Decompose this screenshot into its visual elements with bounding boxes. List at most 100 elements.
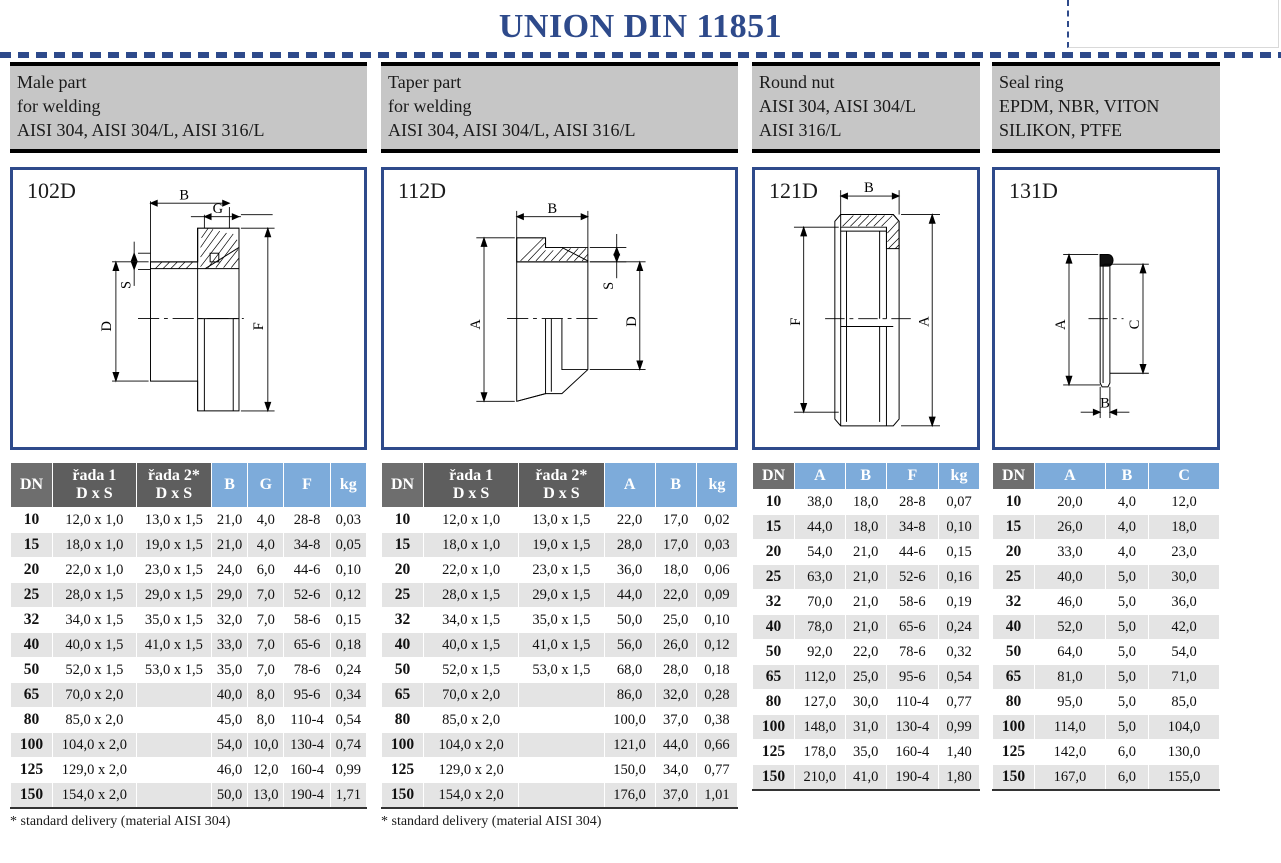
col-header-dn: DN bbox=[992, 462, 1035, 491]
cell-value: 44,0 bbox=[603, 582, 656, 609]
cell-value: 18,0 x 1,0 bbox=[52, 532, 137, 559]
cell-value: 148,0 bbox=[794, 714, 846, 741]
technical-drawing-seal-ring: A C B bbox=[1053, 253, 1149, 419]
spec-band-male-part: Male part for welding AISI 304, AISI 304… bbox=[10, 62, 367, 154]
table-header-row: DN A B F kg bbox=[752, 462, 980, 491]
table-row: 65 70,0 x 2,0 40,0 8,0 95-6 0,34 bbox=[10, 682, 368, 709]
cell-value: 37,0 bbox=[654, 707, 697, 734]
cell-value: 129,0 x 2,0 bbox=[52, 757, 137, 784]
page-title: UNION DIN 11851 bbox=[498, 8, 783, 45]
cell-dn: 32 bbox=[752, 589, 795, 616]
table-row: 40 78,0 21,0 65-6 0,24 bbox=[752, 614, 980, 641]
col-header-line2: D x S bbox=[76, 485, 113, 503]
table-row: 10 12,0 x 1,0 13,0 x 1,5 21,0 4,0 28-8 0,03 bbox=[10, 507, 368, 534]
cell-value: 104,0 x 2,0 bbox=[422, 732, 520, 759]
cell-value: 17,0 bbox=[654, 532, 697, 559]
dimension-label-b: B bbox=[1100, 396, 1110, 412]
cell-value: 19,0 x 1,5 bbox=[518, 532, 605, 559]
cell-value: 35,0 x 1,5 bbox=[135, 607, 212, 634]
table-row: 80 95,0 5,0 85,0 bbox=[992, 689, 1220, 716]
cell-value: 41,0 bbox=[844, 764, 887, 792]
corner-logo-box bbox=[1067, 0, 1279, 48]
cell-value: 0,54 bbox=[329, 707, 368, 734]
dimension-label-d: D bbox=[624, 317, 640, 327]
cell-value: 28-8 bbox=[885, 489, 940, 516]
dimension-label-a: A bbox=[468, 319, 484, 330]
cell-value: 0,24 bbox=[329, 657, 368, 684]
drawing-code-label: 102D bbox=[27, 178, 76, 204]
spec-line: AISI 304, AISI 304/L, AISI 316/L bbox=[388, 119, 636, 140]
cell-value: 35,0 bbox=[210, 657, 249, 684]
table-row: 32 34,0 x 1,5 35,0 x 1,5 32,0 7,0 58-6 0,15 bbox=[10, 607, 368, 634]
cell-value bbox=[518, 707, 605, 734]
cell-value: 65-6 bbox=[283, 632, 331, 659]
cell-value: 0,03 bbox=[329, 507, 368, 534]
dimension-label-a: A bbox=[916, 316, 932, 327]
cell-value: 18,0 x 1,0 bbox=[422, 532, 520, 559]
cell-value: 0,74 bbox=[329, 732, 368, 759]
cell-value: 24,0 bbox=[210, 557, 249, 584]
table-row: 20 22,0 x 1,0 23,0 x 1,5 36,0 18,0 0,06 bbox=[381, 557, 739, 584]
cell-value: 21,0 bbox=[844, 589, 887, 616]
table-row: 150 154,0 x 2,0 50,0 13,0 190-4 1,71 bbox=[10, 782, 368, 810]
col-header-f: F bbox=[885, 462, 940, 491]
cell-value: 41,0 x 1,5 bbox=[518, 632, 605, 659]
dimension-label-d: D bbox=[99, 321, 115, 331]
table-row: 50 92,0 22,0 78-6 0,32 bbox=[752, 639, 980, 666]
cell-value: 160-4 bbox=[885, 739, 940, 766]
cell-value: 0,02 bbox=[695, 507, 739, 534]
cell-value: 154,0 x 2,0 bbox=[52, 782, 137, 810]
dimension-label-b: B bbox=[864, 180, 874, 196]
table-row: 10 12,0 x 1,0 13,0 x 1,5 22,0 17,0 0,02 bbox=[381, 507, 739, 534]
col-header-dn: DN bbox=[752, 462, 795, 491]
drawing-box-131d: 131D bbox=[992, 167, 1220, 451]
spec-line: AISI 304, AISI 304/L bbox=[759, 95, 916, 116]
spec-line: EPDM, NBR, VITON bbox=[999, 95, 1160, 116]
col-header-line1: řada 1 bbox=[72, 467, 117, 485]
cell-value: 29,0 x 1,5 bbox=[518, 582, 605, 609]
cell-value: 0,12 bbox=[695, 632, 739, 659]
col-header-kg: kg bbox=[695, 462, 739, 509]
cell-dn: 15 bbox=[10, 532, 53, 559]
cell-value: 50,0 bbox=[603, 607, 656, 634]
cell-value: 0,28 bbox=[695, 682, 739, 709]
table-row: 100 148,0 31,0 130-4 0,99 bbox=[752, 714, 980, 741]
cell-value: 1,80 bbox=[938, 764, 980, 792]
cell-dn: 32 bbox=[10, 607, 53, 634]
col-header-b: B bbox=[844, 462, 887, 491]
technical-drawing-male-part: B G S D F bbox=[99, 188, 275, 413]
cell-dn: 32 bbox=[992, 589, 1035, 616]
cell-value bbox=[135, 732, 212, 759]
cell-value: 46,0 bbox=[210, 757, 249, 784]
col-header-b: B bbox=[1104, 462, 1150, 491]
cell-value: 32,0 bbox=[654, 682, 697, 709]
cell-value: 22,0 x 1,0 bbox=[422, 557, 520, 584]
cell-value: 18,0 bbox=[654, 557, 697, 584]
cell-value: 190-4 bbox=[885, 764, 940, 792]
cell-value: 52-6 bbox=[885, 564, 940, 591]
table-row: 40 40,0 x 1,5 41,0 x 1,5 33,0 7,0 65-6 0,18 bbox=[10, 632, 368, 659]
cell-value: 63,0 bbox=[794, 564, 846, 591]
cell-value: 85,0 x 2,0 bbox=[422, 707, 520, 734]
table-row: 40 40,0 x 1,5 41,0 x 1,5 56,0 26,0 0,12 bbox=[381, 632, 739, 659]
cell-value: 112,0 bbox=[794, 664, 846, 691]
table-row: 15 18,0 x 1,0 19,0 x 1,5 28,0 17,0 0,03 bbox=[381, 532, 739, 559]
cell-value: 92,0 bbox=[794, 639, 846, 666]
cell-value: 5,0 bbox=[1104, 714, 1150, 741]
cell-dn: 125 bbox=[381, 757, 424, 784]
cell-value: 7,0 bbox=[247, 632, 285, 659]
table-row: 80 127,0 30,0 110-4 0,77 bbox=[752, 689, 980, 716]
table-row: 125 129,0 x 2,0 46,0 12,0 160-4 0,99 bbox=[10, 757, 368, 784]
cell-value: 34,0 bbox=[654, 757, 697, 784]
table-header-row: DN řada 1 D x S řada 2* D x S A B kg bbox=[381, 462, 739, 509]
cell-value: 13,0 x 1,5 bbox=[518, 507, 605, 534]
cell-value: 5,0 bbox=[1104, 589, 1150, 616]
cell-value: 22,0 x 1,0 bbox=[52, 557, 137, 584]
cell-dn: 10 bbox=[10, 507, 53, 534]
cell-value: 127,0 bbox=[794, 689, 846, 716]
cell-value bbox=[518, 732, 605, 759]
cell-value: 114,0 bbox=[1034, 714, 1106, 741]
cell-value: 18,0 bbox=[1148, 514, 1220, 541]
spec-band-round-nut: Round nut AISI 304, AISI 304/L AISI 316/… bbox=[752, 62, 980, 154]
cell-value: 4,0 bbox=[1104, 489, 1150, 516]
